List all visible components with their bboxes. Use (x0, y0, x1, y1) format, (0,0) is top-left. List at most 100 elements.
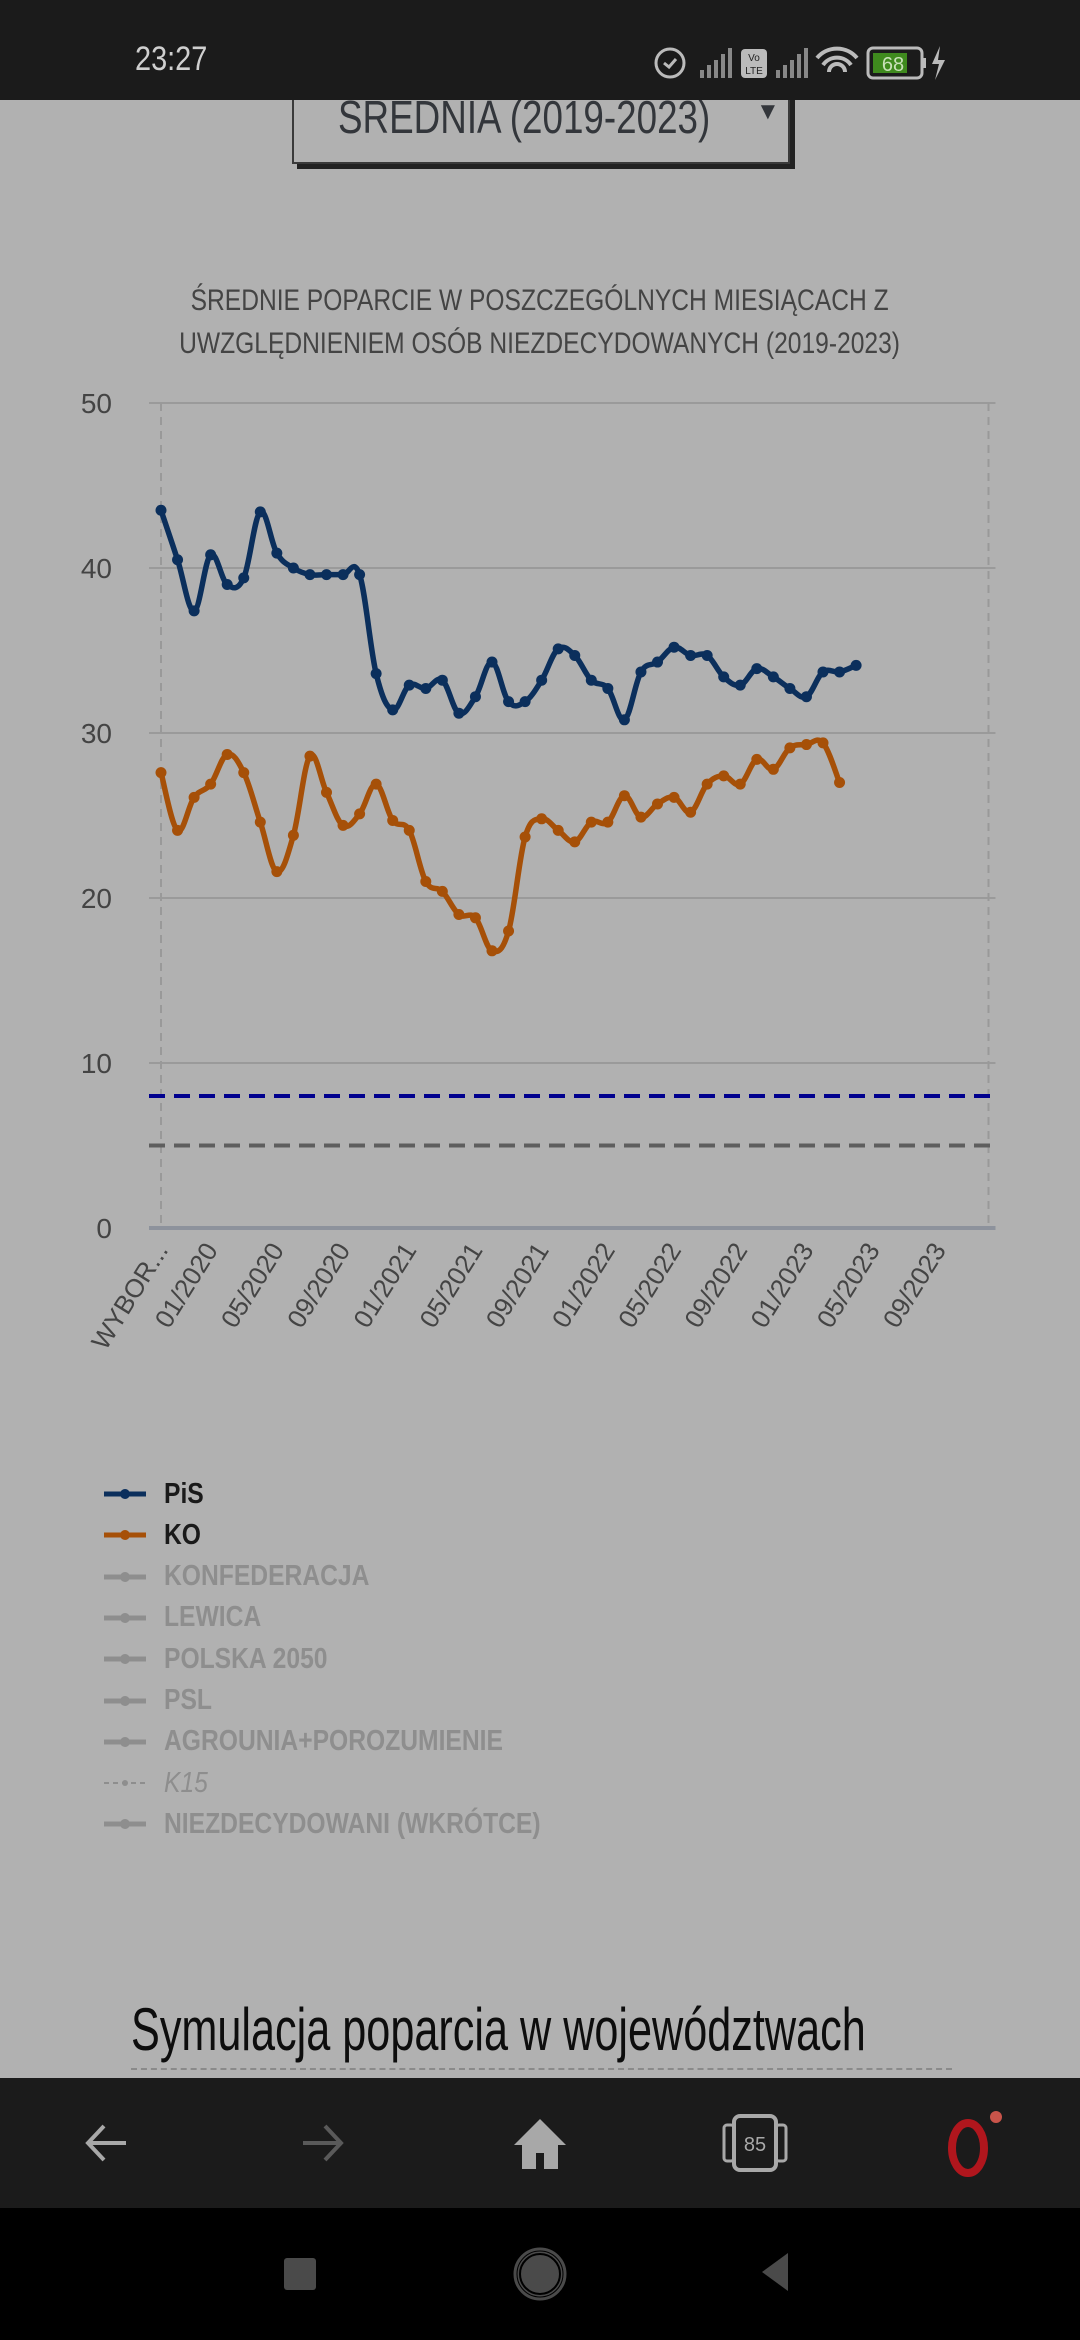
legend-item-ko[interactable]: KO (104, 1515, 208, 1555)
data-point-ko (453, 909, 465, 920)
x-tick-label: 05/2020 (215, 1237, 290, 1333)
data-point-pis (585, 674, 597, 686)
data-point-pis (354, 569, 366, 581)
triangle-back-icon (762, 2253, 788, 2291)
x-tick-label: 05/2021 (413, 1237, 488, 1333)
data-point-pis (172, 554, 184, 566)
data-point-ko (652, 798, 663, 810)
chevron-down-icon: ▼ (756, 98, 780, 125)
legend-item-psl[interactable]: PSL (104, 1681, 220, 1721)
series-line-pis (158, 509, 858, 723)
data-point-ko (817, 737, 829, 749)
x-tick-label: 01/2023 (744, 1237, 819, 1333)
legend-label: PSL (164, 1684, 212, 1716)
data-point-pis (751, 663, 763, 675)
data-point-pis (155, 504, 167, 516)
data-point-pis (800, 691, 812, 703)
opera-menu-button[interactable] (923, 2078, 1023, 2208)
data-point-pis (734, 679, 746, 691)
data-point-pis (784, 682, 796, 694)
data-point-ko (585, 816, 597, 828)
data-point-pis (618, 714, 630, 726)
legend-item-agrounia-porozumienie[interactable]: AGROUNIA+POROZUMIENIE (104, 1722, 563, 1762)
y-tick-label: 10 (81, 1048, 112, 1079)
data-point-pis (718, 671, 730, 683)
data-point-pis (453, 707, 465, 719)
y-tick-label: 20 (81, 883, 112, 914)
system-back-button[interactable] (726, 2208, 826, 2340)
data-point-pis (767, 671, 779, 683)
arrow-left-icon (85, 2124, 126, 2162)
line-chart: 01020304050WYBOR...01/202005/202009/2020… (81, 388, 999, 1355)
arrow-right-icon (303, 2124, 344, 2162)
home-button[interactable] (490, 2078, 590, 2208)
x-tick-label: 01/2022 (546, 1237, 621, 1333)
data-point-ko (685, 806, 697, 818)
data-point-ko (486, 945, 498, 957)
data-point-ko (519, 831, 531, 843)
data-point-ko (337, 819, 349, 831)
data-point-ko (172, 824, 184, 836)
legend-line-marker-icon (104, 1695, 146, 1706)
system-home-button[interactable] (490, 2208, 590, 2340)
status-icons: Vo LTE 68 (654, 46, 945, 80)
data-point-pis (552, 643, 564, 655)
browser-toolbar: 85 (0, 2078, 1080, 2208)
series-line-ko (158, 737, 843, 955)
data-point-pis (834, 666, 846, 678)
data-point-ko (238, 767, 250, 779)
data-point-ko (834, 777, 846, 788)
chart-title-line-2: UWZGLĘDNIENIEM OSÓB NIEZDECYDOWANYCH (20… (0, 327, 1080, 361)
legend-label: KO (164, 1518, 201, 1551)
square-icon (284, 2258, 316, 2290)
chart-title-text: ŚREDNIE POPARCIE W POSZCZEGÓLNYCH MIESIĄ… (190, 284, 889, 317)
data-point-ko (635, 811, 647, 823)
legend-item-polska-2050[interactable]: POLSKA 2050 (104, 1639, 356, 1679)
recents-button[interactable] (250, 2208, 350, 2340)
data-point-pis (519, 696, 531, 708)
data-point-pis (850, 659, 862, 671)
volte-icon: Vo LTE (741, 49, 767, 78)
opera-logo-icon (948, 2111, 1002, 2177)
data-point-pis (370, 668, 382, 680)
forward-button[interactable] (272, 2078, 372, 2208)
x-tick-label: 05/2023 (810, 1237, 885, 1333)
data-point-pis (205, 549, 217, 561)
data-point-pis (469, 691, 481, 703)
charging-icon (932, 46, 945, 80)
data-point-ko (420, 876, 432, 887)
legend-item-k15[interactable]: K15 (104, 1763, 216, 1803)
legend-item-niezdecydowani-wkr-tce-[interactable]: NIEZDECYDOWANI (WKRÓTCE) (104, 1804, 607, 1844)
data-point-pis (271, 547, 283, 559)
battery-icon: 68 (866, 46, 926, 80)
y-tick-label: 30 (81, 718, 112, 749)
data-point-ko (205, 778, 217, 790)
section-heading: Symulacja poparcia w województwach (131, 1996, 866, 2063)
data-point-ko (271, 866, 283, 878)
data-point-pis (188, 605, 200, 617)
back-button[interactable] (57, 2078, 157, 2208)
data-point-ko (304, 750, 316, 762)
data-point-ko (569, 836, 581, 848)
legend-item-lewica[interactable]: LEWICA (104, 1598, 278, 1638)
data-point-pis (337, 569, 349, 581)
data-point-pis (221, 579, 233, 590)
data-point-ko (469, 912, 481, 924)
data-point-ko (370, 778, 382, 790)
legend-label: NIEZDECYDOWANI (WKRÓTCE) (164, 1807, 541, 1840)
notification-dot (990, 2111, 1002, 2123)
data-point-ko (354, 808, 366, 820)
data-point-ko (287, 829, 299, 841)
data-point-ko (403, 824, 415, 836)
svg-text:LTE: LTE (745, 66, 763, 77)
legend-item-pis[interactable]: PiS (104, 1474, 211, 1514)
heading-underline (131, 2068, 952, 2070)
legend-item-konfederacja[interactable]: KONFEDERACJA (104, 1557, 406, 1597)
data-point-ko (221, 748, 233, 760)
chart-title-text: UWZGLĘDNIENIEM OSÓB NIEZDECYDOWANYCH (20… (179, 327, 901, 360)
legend-line-marker-icon (104, 1780, 146, 1787)
signal-icon (776, 48, 808, 78)
data-point-pis (668, 641, 680, 653)
tabs-button[interactable]: 85 (705, 2078, 805, 2208)
data-point-ko (751, 753, 763, 765)
